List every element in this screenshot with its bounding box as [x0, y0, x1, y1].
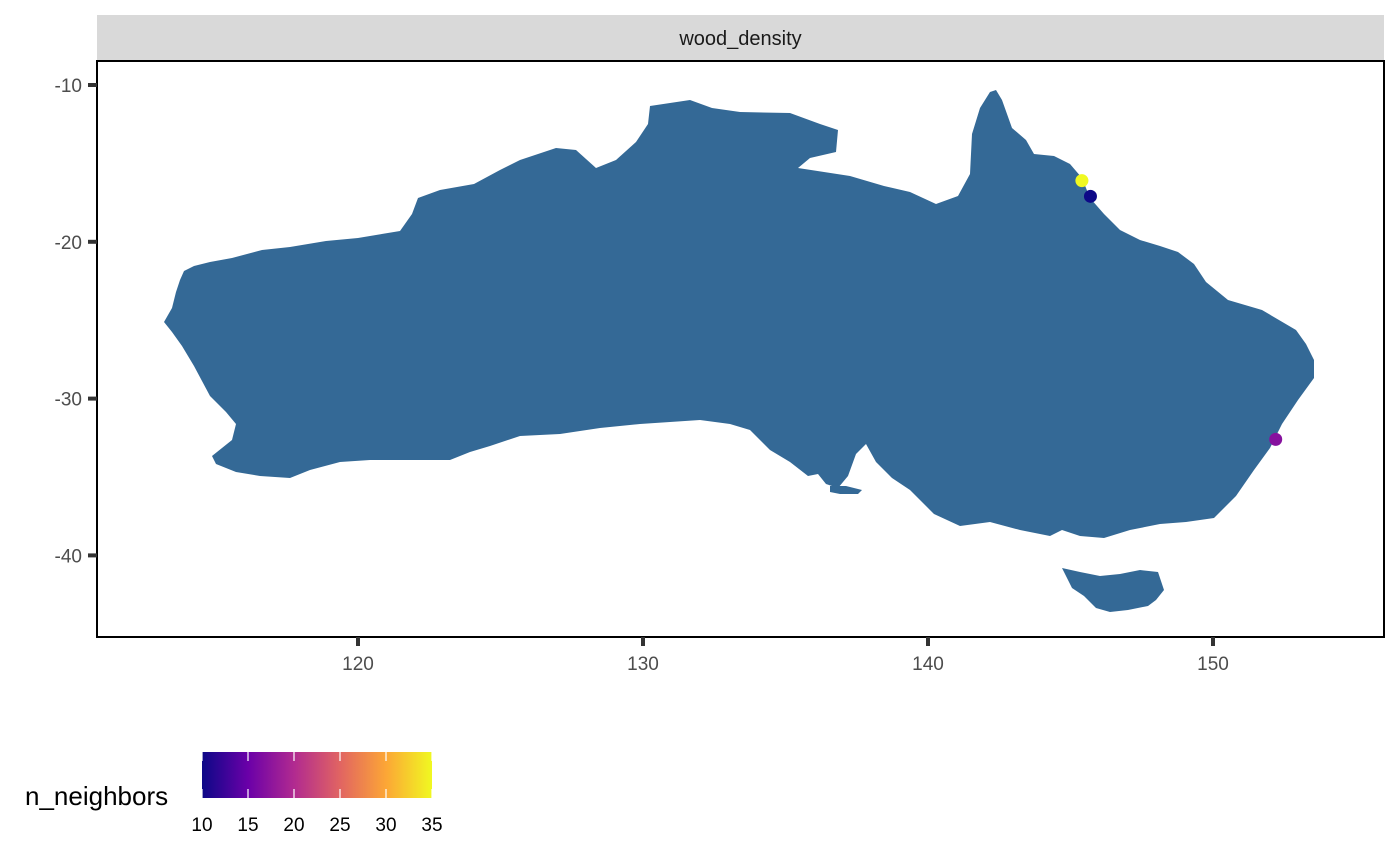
legend-ticks: 10 15 20 25 30 35 [191, 752, 443, 836]
tasmania [1062, 568, 1164, 612]
panel-border [96, 60, 1385, 638]
kangaroo-island [830, 486, 862, 494]
x-tick-label: 120 [342, 654, 374, 675]
y-axis: -10 -20 -30 -40 [55, 76, 97, 567]
legend-colorbar [202, 752, 432, 798]
legend-tick-label: 15 [237, 815, 258, 836]
data-point [1075, 174, 1089, 188]
legend-title: n_neighbors [25, 781, 168, 811]
data-point [1083, 189, 1097, 203]
y-tick-label: -20 [55, 233, 82, 254]
data-points [1075, 174, 1283, 446]
facet-strip [97, 15, 1384, 61]
legend-tick-label: 20 [283, 815, 304, 836]
y-tick-label: -40 [55, 546, 82, 567]
data-point [1269, 432, 1283, 446]
legend-tick-label: 30 [375, 815, 396, 836]
y-tick-label: -30 [55, 390, 82, 411]
legend: n_neighbors 10 15 20 25 30 35 [25, 752, 443, 836]
legend-tick-label: 10 [191, 815, 212, 836]
facet-strip-label: wood_density [678, 28, 801, 50]
x-tick-label: 140 [912, 654, 944, 675]
x-axis: 120 130 140 150 [342, 637, 1229, 675]
x-tick-label: 150 [1197, 654, 1229, 675]
map-layer [164, 90, 1314, 612]
australia-mainland [164, 90, 1314, 538]
y-tick-label: -10 [55, 76, 82, 97]
legend-tick-label: 25 [329, 815, 350, 836]
legend-tick-label: 35 [421, 815, 442, 836]
x-tick-label: 130 [627, 654, 659, 675]
